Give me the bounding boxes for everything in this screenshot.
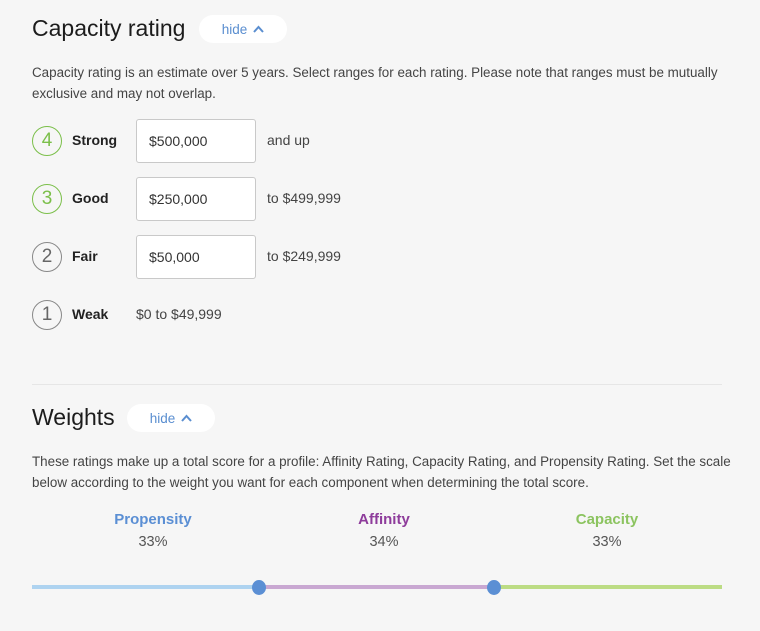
rating-range: $0 to $49,999 xyxy=(136,306,222,322)
weight-percent: 33% xyxy=(592,534,622,550)
rating-number-badge: 4 xyxy=(32,126,62,156)
rating-number-badge: 1 xyxy=(32,300,62,330)
weights-hide-button[interactable]: hide xyxy=(127,404,215,432)
hide-label: hide xyxy=(221,21,248,37)
weight-name: Propensity xyxy=(114,511,192,528)
chevron-up-icon xyxy=(253,25,265,33)
rating-number-badge: 2 xyxy=(32,242,62,272)
propensity-track xyxy=(32,585,259,589)
rating-suffix: to $249,999 xyxy=(267,248,341,264)
weight-name: Capacity xyxy=(575,511,639,528)
weights-description: These ratings make up a total score for … xyxy=(32,454,731,490)
capacity-hide-button[interactable]: hide xyxy=(199,15,287,43)
rating-label: Strong xyxy=(72,132,118,148)
capacity-track xyxy=(494,585,722,589)
rating-number-badge: 3 xyxy=(32,184,62,214)
capacity-rating-title: Capacity rating xyxy=(32,15,186,41)
weight-capacity: Capacity 33% xyxy=(527,511,687,550)
rating-label: Good xyxy=(72,190,109,206)
good-min-input[interactable] xyxy=(136,177,256,221)
weight-propensity: Propensity 33% xyxy=(73,511,233,550)
rating-label: Weak xyxy=(72,306,109,322)
weight-percent: 34% xyxy=(369,534,399,550)
slider-handle-2[interactable] xyxy=(487,580,501,595)
weight-affinity: Affinity 34% xyxy=(304,511,464,550)
weights-title: Weights xyxy=(32,404,115,430)
slider-handle-1[interactable] xyxy=(252,580,266,595)
hide-label: hide xyxy=(149,410,176,426)
weight-percent: 33% xyxy=(138,534,168,550)
weight-name: Affinity xyxy=(358,511,410,528)
strong-min-input[interactable] xyxy=(136,119,256,163)
chevron-up-icon xyxy=(181,414,193,422)
capacity-description: Capacity rating is an estimate over 5 ye… xyxy=(32,65,718,101)
rating-suffix: to $499,999 xyxy=(267,190,341,206)
rating-label: Fair xyxy=(72,248,98,264)
section-divider xyxy=(32,384,722,385)
rating-suffix: and up xyxy=(267,132,310,148)
fair-min-input[interactable] xyxy=(136,235,256,279)
affinity-track xyxy=(259,585,494,589)
